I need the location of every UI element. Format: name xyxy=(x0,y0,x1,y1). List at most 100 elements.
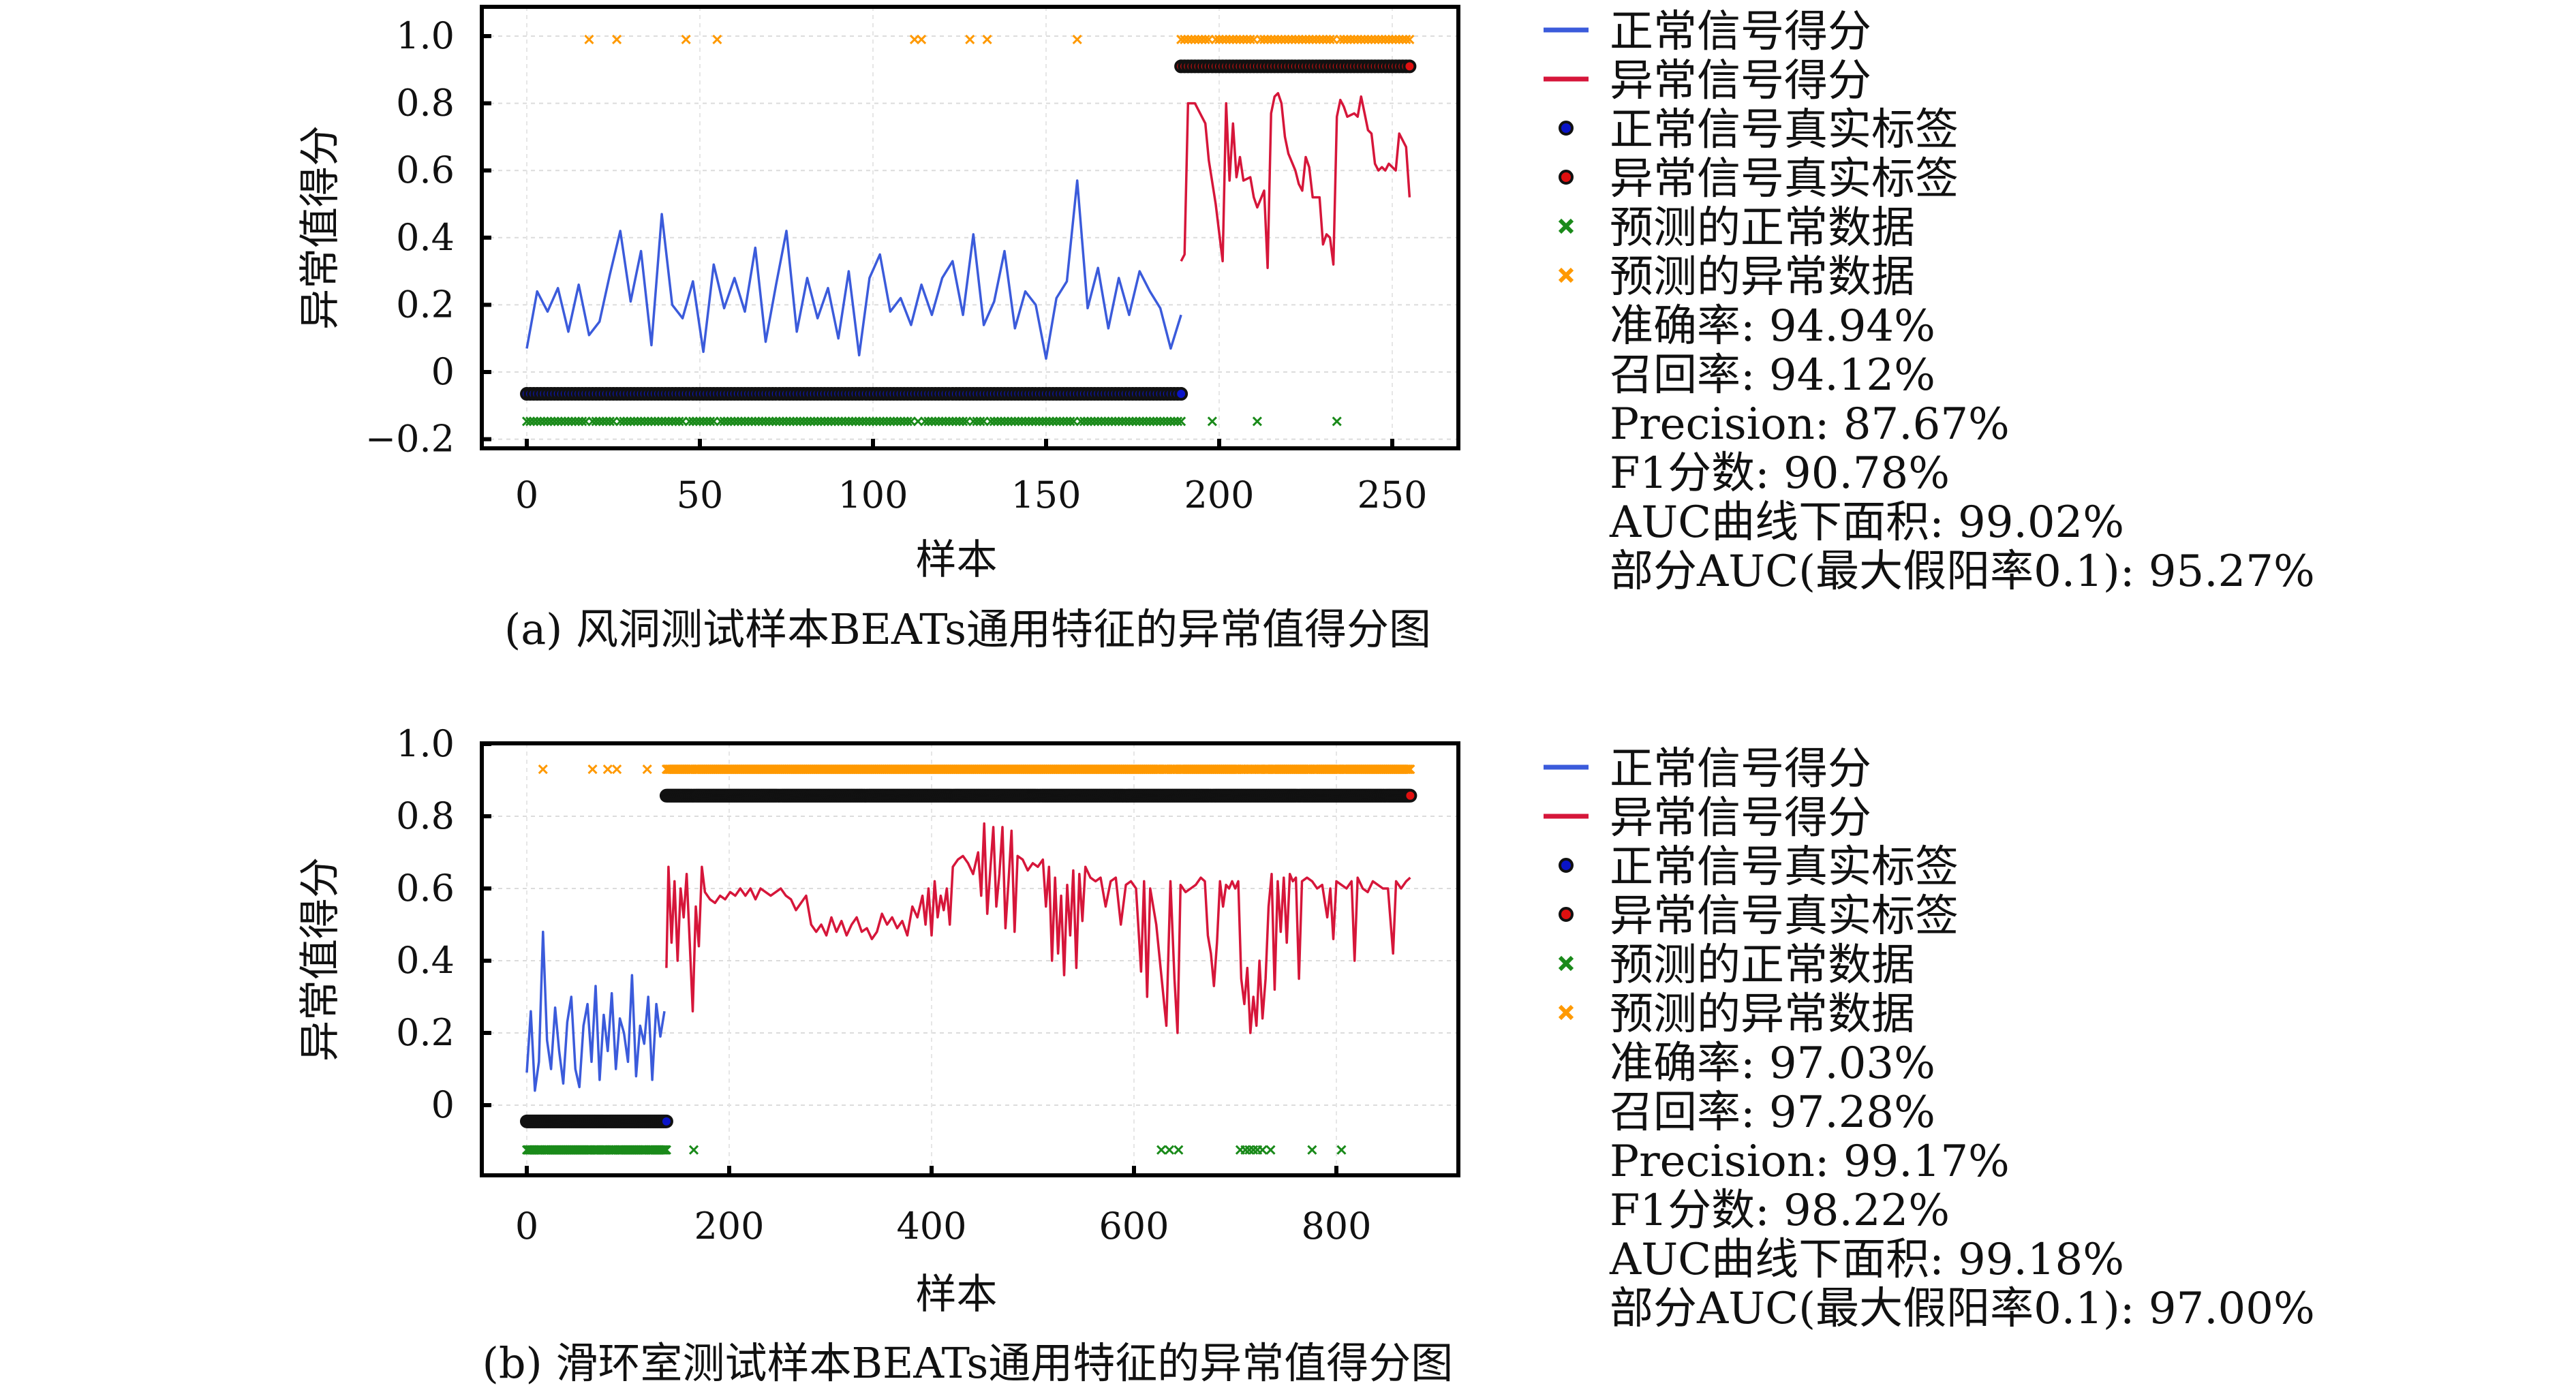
metric-text: F1分数: 98.22% xyxy=(1610,1186,1950,1236)
prediction-marker xyxy=(1207,416,1217,427)
series-line-normal xyxy=(525,179,1182,360)
prediction-marker xyxy=(1183,34,1193,44)
metric-label: Precision xyxy=(1610,399,1815,450)
prediction-marker xyxy=(1315,34,1325,44)
series-line-anomaly xyxy=(1180,92,1411,269)
prediction-marker xyxy=(587,764,598,775)
prediction-marker xyxy=(632,416,643,427)
prediction-marker xyxy=(1135,416,1145,427)
y-tick-label: 0.6 xyxy=(396,867,455,910)
metric-text: 部分AUC(最大假阳率0.1): 95.27% xyxy=(1610,546,2315,597)
prediction-marker xyxy=(1210,34,1221,44)
metric-separator: : xyxy=(1815,399,1843,450)
y-tick-label: −0.2 xyxy=(365,418,455,461)
prediction-marker xyxy=(677,416,688,427)
prediction-marker xyxy=(612,34,622,44)
legend-cross-icon xyxy=(1558,1004,1574,1021)
prediction-marker xyxy=(972,416,982,427)
prediction-marker xyxy=(661,1145,671,1155)
prediction-marker xyxy=(1131,416,1141,427)
legend-dot-icon xyxy=(1559,907,1574,922)
metric-text: 准确率: 94.94% xyxy=(1610,301,1935,352)
prediction-marker xyxy=(702,416,712,427)
prediction-marker xyxy=(699,416,709,427)
prediction-marker xyxy=(1398,34,1408,44)
prediction-marker xyxy=(529,416,539,427)
prediction-marker xyxy=(806,416,816,427)
prediction-marker xyxy=(1276,34,1287,44)
prediction-marker xyxy=(1214,34,1225,44)
prediction-marker xyxy=(584,34,594,44)
prediction-marker xyxy=(1186,34,1197,44)
metric-value: 97.00% xyxy=(2149,1284,2315,1334)
prediction-marker xyxy=(1383,34,1394,44)
prediction-marker xyxy=(1252,416,1262,427)
prediction-marker xyxy=(1328,34,1338,44)
x-axis-label: 样本 xyxy=(916,536,998,584)
x-tick-label: 250 xyxy=(1357,474,1427,516)
metric-value: 94.12% xyxy=(1769,350,1935,401)
prediction-marker xyxy=(1345,34,1356,44)
prediction-marker xyxy=(1356,34,1366,44)
prediction-marker xyxy=(1387,34,1398,44)
prediction-marker xyxy=(1176,34,1186,44)
prediction-marker xyxy=(899,416,909,427)
prediction-marker xyxy=(1293,34,1304,44)
prediction-marker xyxy=(574,416,584,427)
prediction-marker xyxy=(785,416,795,427)
prediction-marker xyxy=(1180,34,1190,44)
prediction-marker xyxy=(591,416,601,427)
prediction-marker xyxy=(837,416,847,427)
prediction-marker xyxy=(1052,416,1062,427)
legend: 正常信号得分异常信号得分正常信号真实标签异常信号真实标签预测的正常数据预测的异常… xyxy=(1544,744,2315,1334)
prediction-marker xyxy=(962,416,972,427)
prediction-marker xyxy=(705,416,716,427)
prediction-marker xyxy=(895,416,906,427)
prediction-marker xyxy=(563,416,574,427)
prediction-marker xyxy=(1308,34,1318,44)
prediction-marker xyxy=(1283,34,1293,44)
prediction-marker xyxy=(1030,416,1041,427)
prediction-marker xyxy=(688,416,698,427)
prediction-marker xyxy=(1405,34,1415,44)
prediction-marker xyxy=(594,416,604,427)
prediction-marker xyxy=(999,416,1010,427)
metric-separator: : xyxy=(1755,1186,1783,1236)
figure-caption: (b) 滑环室测试样本BEATs通用特征的异常值得分图 xyxy=(482,1338,1454,1388)
prediction-marker xyxy=(671,416,681,427)
prediction-marker xyxy=(1013,416,1024,427)
prediction-marker xyxy=(581,416,591,427)
prediction-marker xyxy=(944,416,954,427)
y-tick-label: 0.8 xyxy=(396,794,455,837)
legend-label: 预测的正常数据 xyxy=(1610,203,1915,253)
prediction-marker xyxy=(566,416,577,427)
prediction-marker xyxy=(930,416,940,427)
prediction-marker xyxy=(539,416,549,427)
prediction-marker xyxy=(1231,34,1242,44)
prediction-marker xyxy=(719,416,729,427)
metric-separator: : xyxy=(1741,301,1769,352)
metric-text: 部分AUC(最大假阳率0.1): 97.00% xyxy=(1610,1284,2315,1334)
y-tick-label: 0.8 xyxy=(396,82,455,125)
prediction-marker xyxy=(1238,34,1248,44)
metric-value: 99.02% xyxy=(1958,497,2124,548)
prediction-marker xyxy=(712,34,722,44)
prediction-marker xyxy=(1045,416,1055,427)
prediction-marker xyxy=(733,416,743,427)
metric-separator: : xyxy=(1929,497,1958,548)
prediction-marker xyxy=(729,416,739,427)
prediction-marker xyxy=(747,416,757,427)
legend-label: 异常信号真实标签 xyxy=(1610,891,1959,942)
prediction-marker xyxy=(1165,416,1176,427)
legend-label: 正常信号得分 xyxy=(1610,7,1871,57)
prediction-marker xyxy=(985,416,996,427)
prediction-marker xyxy=(847,416,857,427)
prediction-marker xyxy=(1172,416,1183,427)
prediction-marker xyxy=(913,416,923,427)
prediction-marker xyxy=(1162,416,1172,427)
prediction-marker xyxy=(1093,416,1103,427)
metric-label: 召回率 xyxy=(1610,350,1741,401)
prediction-marker xyxy=(657,416,667,427)
metric-label: 召回率 xyxy=(1610,1087,1741,1138)
prediction-marker xyxy=(615,416,626,427)
